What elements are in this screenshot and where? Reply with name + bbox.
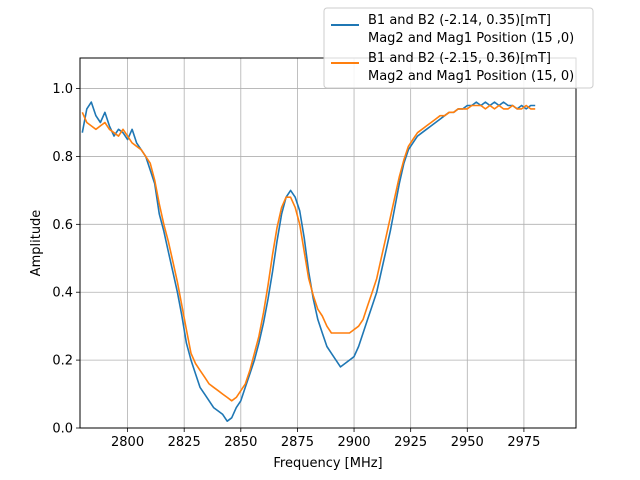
x-tick-label: 2850 — [224, 435, 257, 450]
series-line-2 — [81, 104, 536, 402]
x-tick-label: 2950 — [451, 435, 484, 450]
legend-box — [323, 7, 594, 89]
x-tick-label: 2900 — [337, 435, 370, 450]
y-axis-label: Amplitude — [29, 210, 44, 277]
x-tick-label: 2875 — [281, 435, 314, 450]
x-ticks: 2800 2825 2850 2875 2900 2925 2950 2975 — [111, 428, 540, 450]
series-lines — [81, 101, 536, 423]
legend-label-series-2-line-2: Mag2 and Mag1 Position (15, 0) — [368, 69, 574, 84]
x-tick-label: 2825 — [168, 435, 201, 450]
legend-label-series-1-line-2: Mag2 and Mag1 Position (15 ,0) — [368, 31, 574, 46]
grid — [80, 58, 576, 429]
legend-label-series-1-line-1: B1 and B2 (-2.14, 0.35)[mT] — [368, 13, 551, 28]
y-ticks: 0.0 0.2 0.4 0.6 0.8 1.0 — [52, 82, 80, 437]
plot-frame — [79, 57, 577, 429]
x-axis-label: Frequency [MHz] — [273, 456, 382, 471]
x-tick-label: 2975 — [507, 435, 540, 450]
x-tick-label: 2800 — [111, 435, 144, 450]
x-tick-label: 2925 — [394, 435, 427, 450]
y-tick-label: 1.0 — [52, 82, 73, 97]
y-tick-label: 0.6 — [52, 218, 73, 233]
legend-label-series-2-line-1: B1 and B2 (-2.15, 0.36)[mT] — [368, 51, 551, 66]
y-tick-label: 0.2 — [52, 354, 73, 369]
y-tick-label: 0.4 — [52, 286, 73, 301]
y-tick-label: 0.0 — [52, 422, 73, 437]
y-tick-label: 0.8 — [52, 150, 73, 165]
legend: B1 and B2 (-2.14, 0.35)[mT] Mag2 and Mag… — [323, 7, 594, 89]
